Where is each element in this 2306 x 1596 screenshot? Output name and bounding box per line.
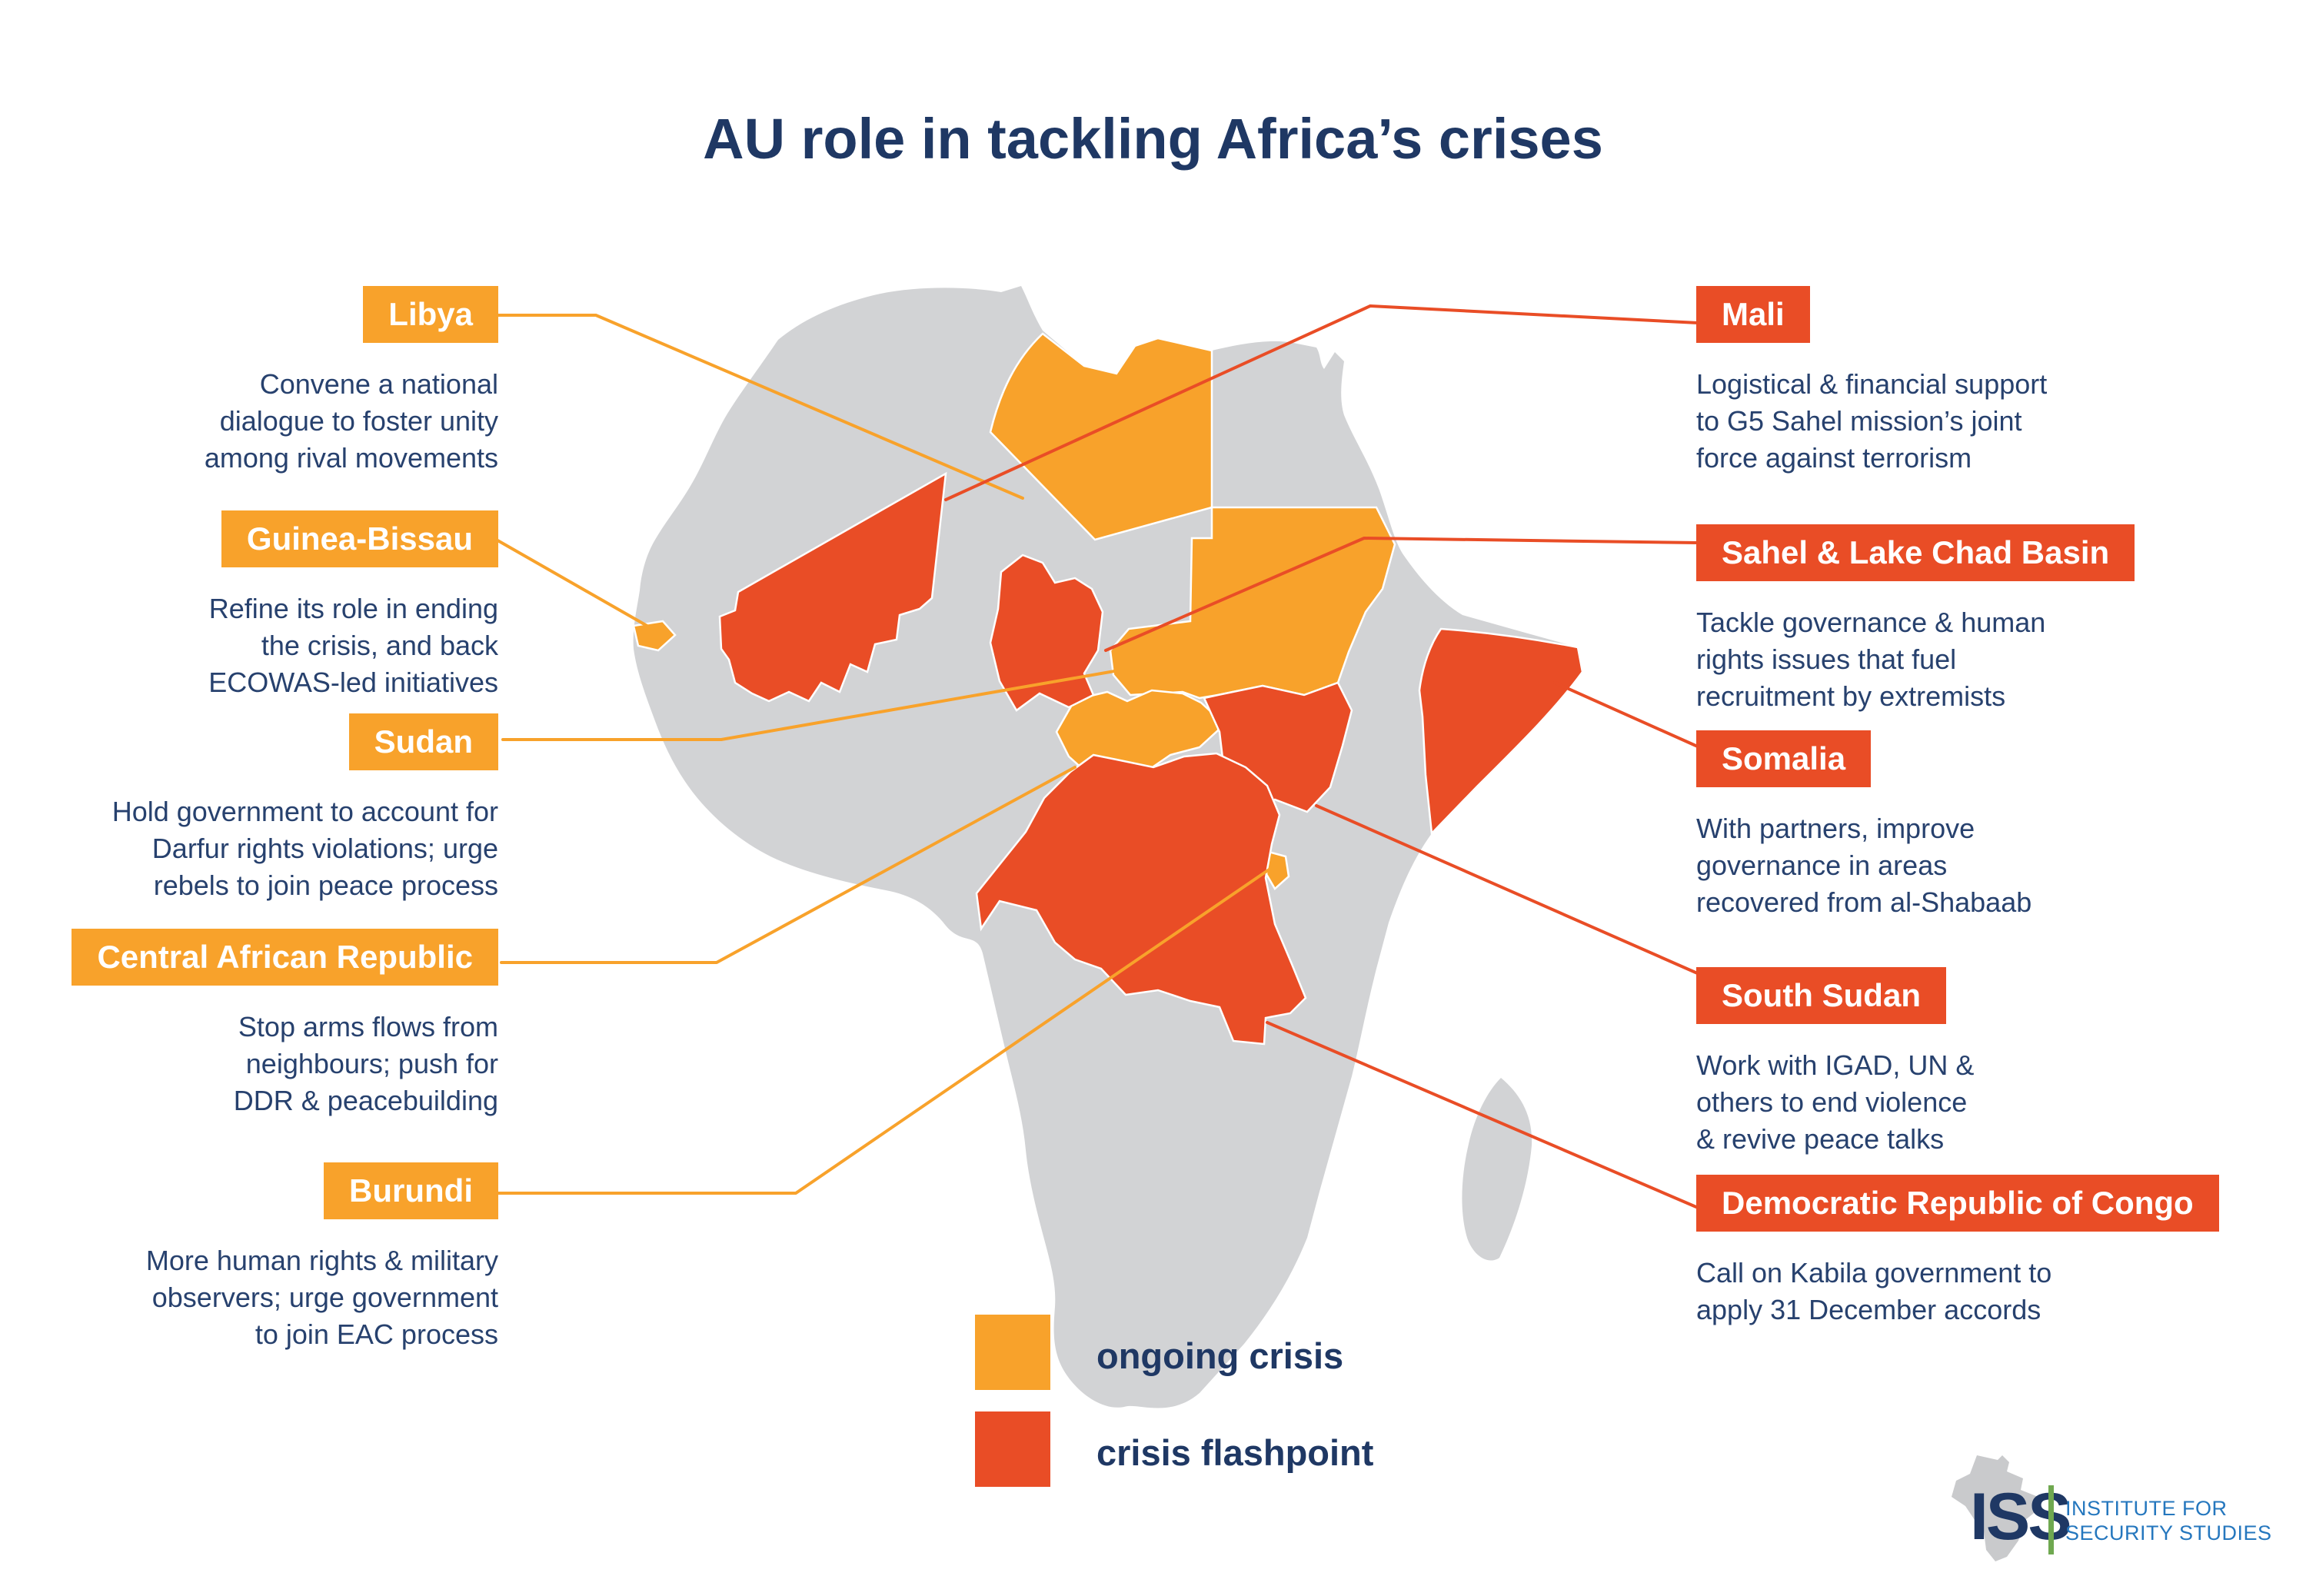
callout-libya-tag: Libya	[363, 286, 498, 344]
callout-sudan: Sudan Hold government to account for Dar…	[112, 713, 498, 904]
connector-sudan-line	[501, 669, 1120, 741]
legend-swatch-crisis-flashpoint	[975, 1411, 1050, 1487]
callout-democratic-republic-of-congo: Democratic Republic of Congo Call on Kab…	[1696, 1175, 2219, 1328]
callout-central-african-republic: Central African Republic Stop arms flows…	[72, 929, 498, 1119]
callout-democratic-republic-of-congo-note: Call on Kabila government to apply 31 De…	[1696, 1257, 2052, 1325]
callout-libya: Libya Convene a national dialogue to fos…	[205, 286, 498, 477]
callout-central-african-republic-tag: Central African Republic	[72, 929, 498, 986]
callout-sudan-note: Hold government to account for Darfur ri…	[111, 796, 498, 901]
callout-sudan-tag: Sudan	[348, 713, 498, 771]
map-country-mali	[718, 471, 947, 703]
callout-sahel-lake-chad-basin: Sahel & Lake Chad Basin Tackle governanc…	[1696, 524, 2135, 715]
callout-sahel-lake-chad-basin-note: Tackle governance & human rights issues …	[1696, 607, 2046, 712]
connector-sahel-lake-chad-line	[1104, 537, 1699, 652]
callout-somalia-note: With partners, improve governance in are…	[1696, 813, 2032, 918]
connector-south-sudan-line	[1315, 804, 1702, 976]
connector-libya-line	[497, 314, 1024, 500]
callout-central-african-republic-note: Stop arms flows from neighbours; push fo…	[233, 1011, 498, 1116]
callout-burundi: Burundi More human rights & military obs…	[146, 1162, 498, 1353]
madagascar-shape	[1462, 1078, 1532, 1261]
connector-drc-line	[1266, 1021, 1698, 1209]
callout-guinea-bissau: Guinea-Bissau Refine its role in ending …	[208, 510, 498, 701]
connector-mali-line	[944, 304, 1699, 501]
iss-logo-divider	[2048, 1485, 2054, 1554]
callout-democratic-republic-of-congo-tag: Democratic Republic of Congo	[1696, 1175, 2219, 1232]
callout-somalia-tag: Somalia	[1696, 730, 1872, 788]
callout-somalia: Somalia With partners, improve governanc…	[1696, 730, 2031, 921]
connector-central-african-republic-line	[500, 766, 1076, 964]
map-country-libya	[989, 332, 1213, 541]
map-country-guinea-bissau	[632, 620, 677, 652]
callout-south-sudan-tag: South Sudan	[1696, 967, 1946, 1025]
iss-logo-africa-icon	[1952, 1455, 2044, 1561]
callout-guinea-bissau-note: Refine its role in ending the crisis, an…	[208, 593, 498, 698]
page-title: AU role in tackling Africa’s crises	[703, 107, 1603, 171]
callout-mali-tag: Mali	[1696, 286, 1810, 344]
legend-swatch-ongoing-crisis	[975, 1315, 1050, 1390]
map-country-somalia	[1418, 627, 1584, 836]
legend-label-ongoing-crisis: ongoing crisis	[1096, 1335, 1344, 1376]
connector-somalia-line	[1553, 681, 1701, 749]
callout-mali-note: Logistical & financial support to G5 Sah…	[1696, 368, 2048, 474]
map-country-chad	[989, 554, 1104, 712]
legend-label-crisis-flashpoint: crisis flashpoint	[1096, 1432, 1374, 1473]
iss-logo-africa-shape	[1952, 1455, 2044, 1561]
iss-logo-abbr: ISS	[1970, 1480, 2072, 1554]
callout-burundi-tag: Burundi	[324, 1162, 498, 1220]
callout-mali: Mali Logistical & financial support to G…	[1696, 286, 2047, 477]
callout-sahel-lake-chad-basin-tag: Sahel & Lake Chad Basin	[1696, 524, 2135, 582]
callout-south-sudan: South Sudan Work with IGAD, UN & others …	[1696, 967, 1974, 1158]
connector-guinea-bissau-line	[492, 537, 657, 632]
connector-burundi-line	[496, 867, 1272, 1195]
callout-guinea-bissau-tag: Guinea-Bissau	[221, 510, 498, 568]
iss-logo-name: INSTITUTE FOR SECURITY STUDIES	[2065, 1497, 2272, 1545]
callout-burundi-note: More human rights & military observers; …	[145, 1245, 498, 1350]
callout-libya-note: Convene a national dialogue to foster un…	[204, 368, 498, 474]
map-country-democratic-republic-of-congo	[975, 752, 1307, 1046]
callout-south-sudan-note: Work with IGAD, UN & others to end viole…	[1696, 1049, 1975, 1155]
